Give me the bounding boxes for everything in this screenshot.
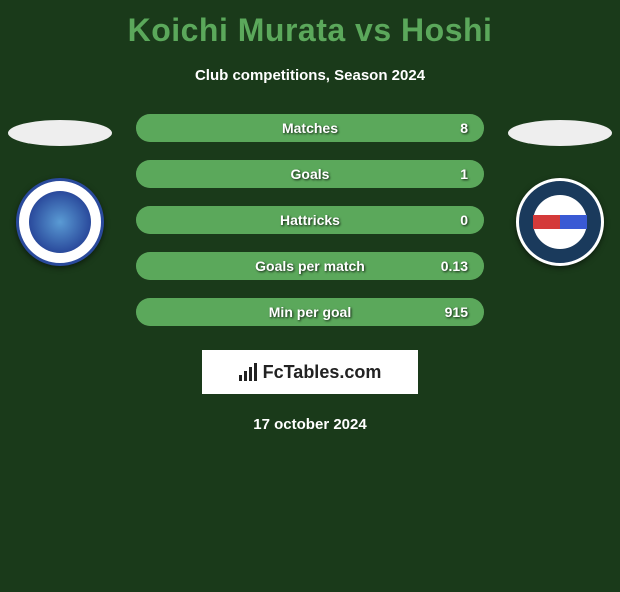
stat-value: 8 <box>460 120 468 136</box>
stat-row-hattricks: Hattricks 0 <box>136 206 484 234</box>
stat-label: Goals <box>291 166 330 182</box>
club-badge-left-icon <box>29 191 91 253</box>
watermark: FcTables.com <box>202 350 418 394</box>
player-left-photo-placeholder <box>8 120 112 146</box>
stat-row-goals-per-match: Goals per match 0.13 <box>136 252 484 280</box>
stat-value: 0 <box>460 212 468 228</box>
stat-label: Hattricks <box>280 212 340 228</box>
club-badge-left <box>16 178 104 266</box>
stat-label: Matches <box>282 120 338 136</box>
date-label: 17 october 2024 <box>0 416 620 433</box>
stat-value: 1 <box>460 166 468 182</box>
club-badge-right-icon <box>533 195 587 249</box>
player-right-photo-placeholder <box>508 120 612 146</box>
content-area: Matches 8 Goals 1 Hattricks 0 Goals per … <box>0 114 620 433</box>
stats-list: Matches 8 Goals 1 Hattricks 0 Goals per … <box>136 114 484 326</box>
stat-value: 915 <box>445 304 468 320</box>
club-badge-right-stripe <box>533 215 587 229</box>
club-badge-right <box>516 178 604 266</box>
stat-row-matches: Matches 8 <box>136 114 484 142</box>
stat-row-min-per-goal: Min per goal 915 <box>136 298 484 326</box>
stat-label: Min per goal <box>269 304 351 320</box>
subtitle: Club competitions, Season 2024 <box>0 67 620 84</box>
watermark-text: FcTables.com <box>263 362 382 383</box>
stat-row-goals: Goals 1 <box>136 160 484 188</box>
stat-label: Goals per match <box>255 258 365 274</box>
page-title: Koichi Murata vs Hoshi <box>0 12 620 49</box>
player-left-column <box>0 114 120 266</box>
bar-chart-icon <box>239 363 257 381</box>
stat-value: 0.13 <box>441 258 468 274</box>
player-right-column <box>500 114 620 266</box>
